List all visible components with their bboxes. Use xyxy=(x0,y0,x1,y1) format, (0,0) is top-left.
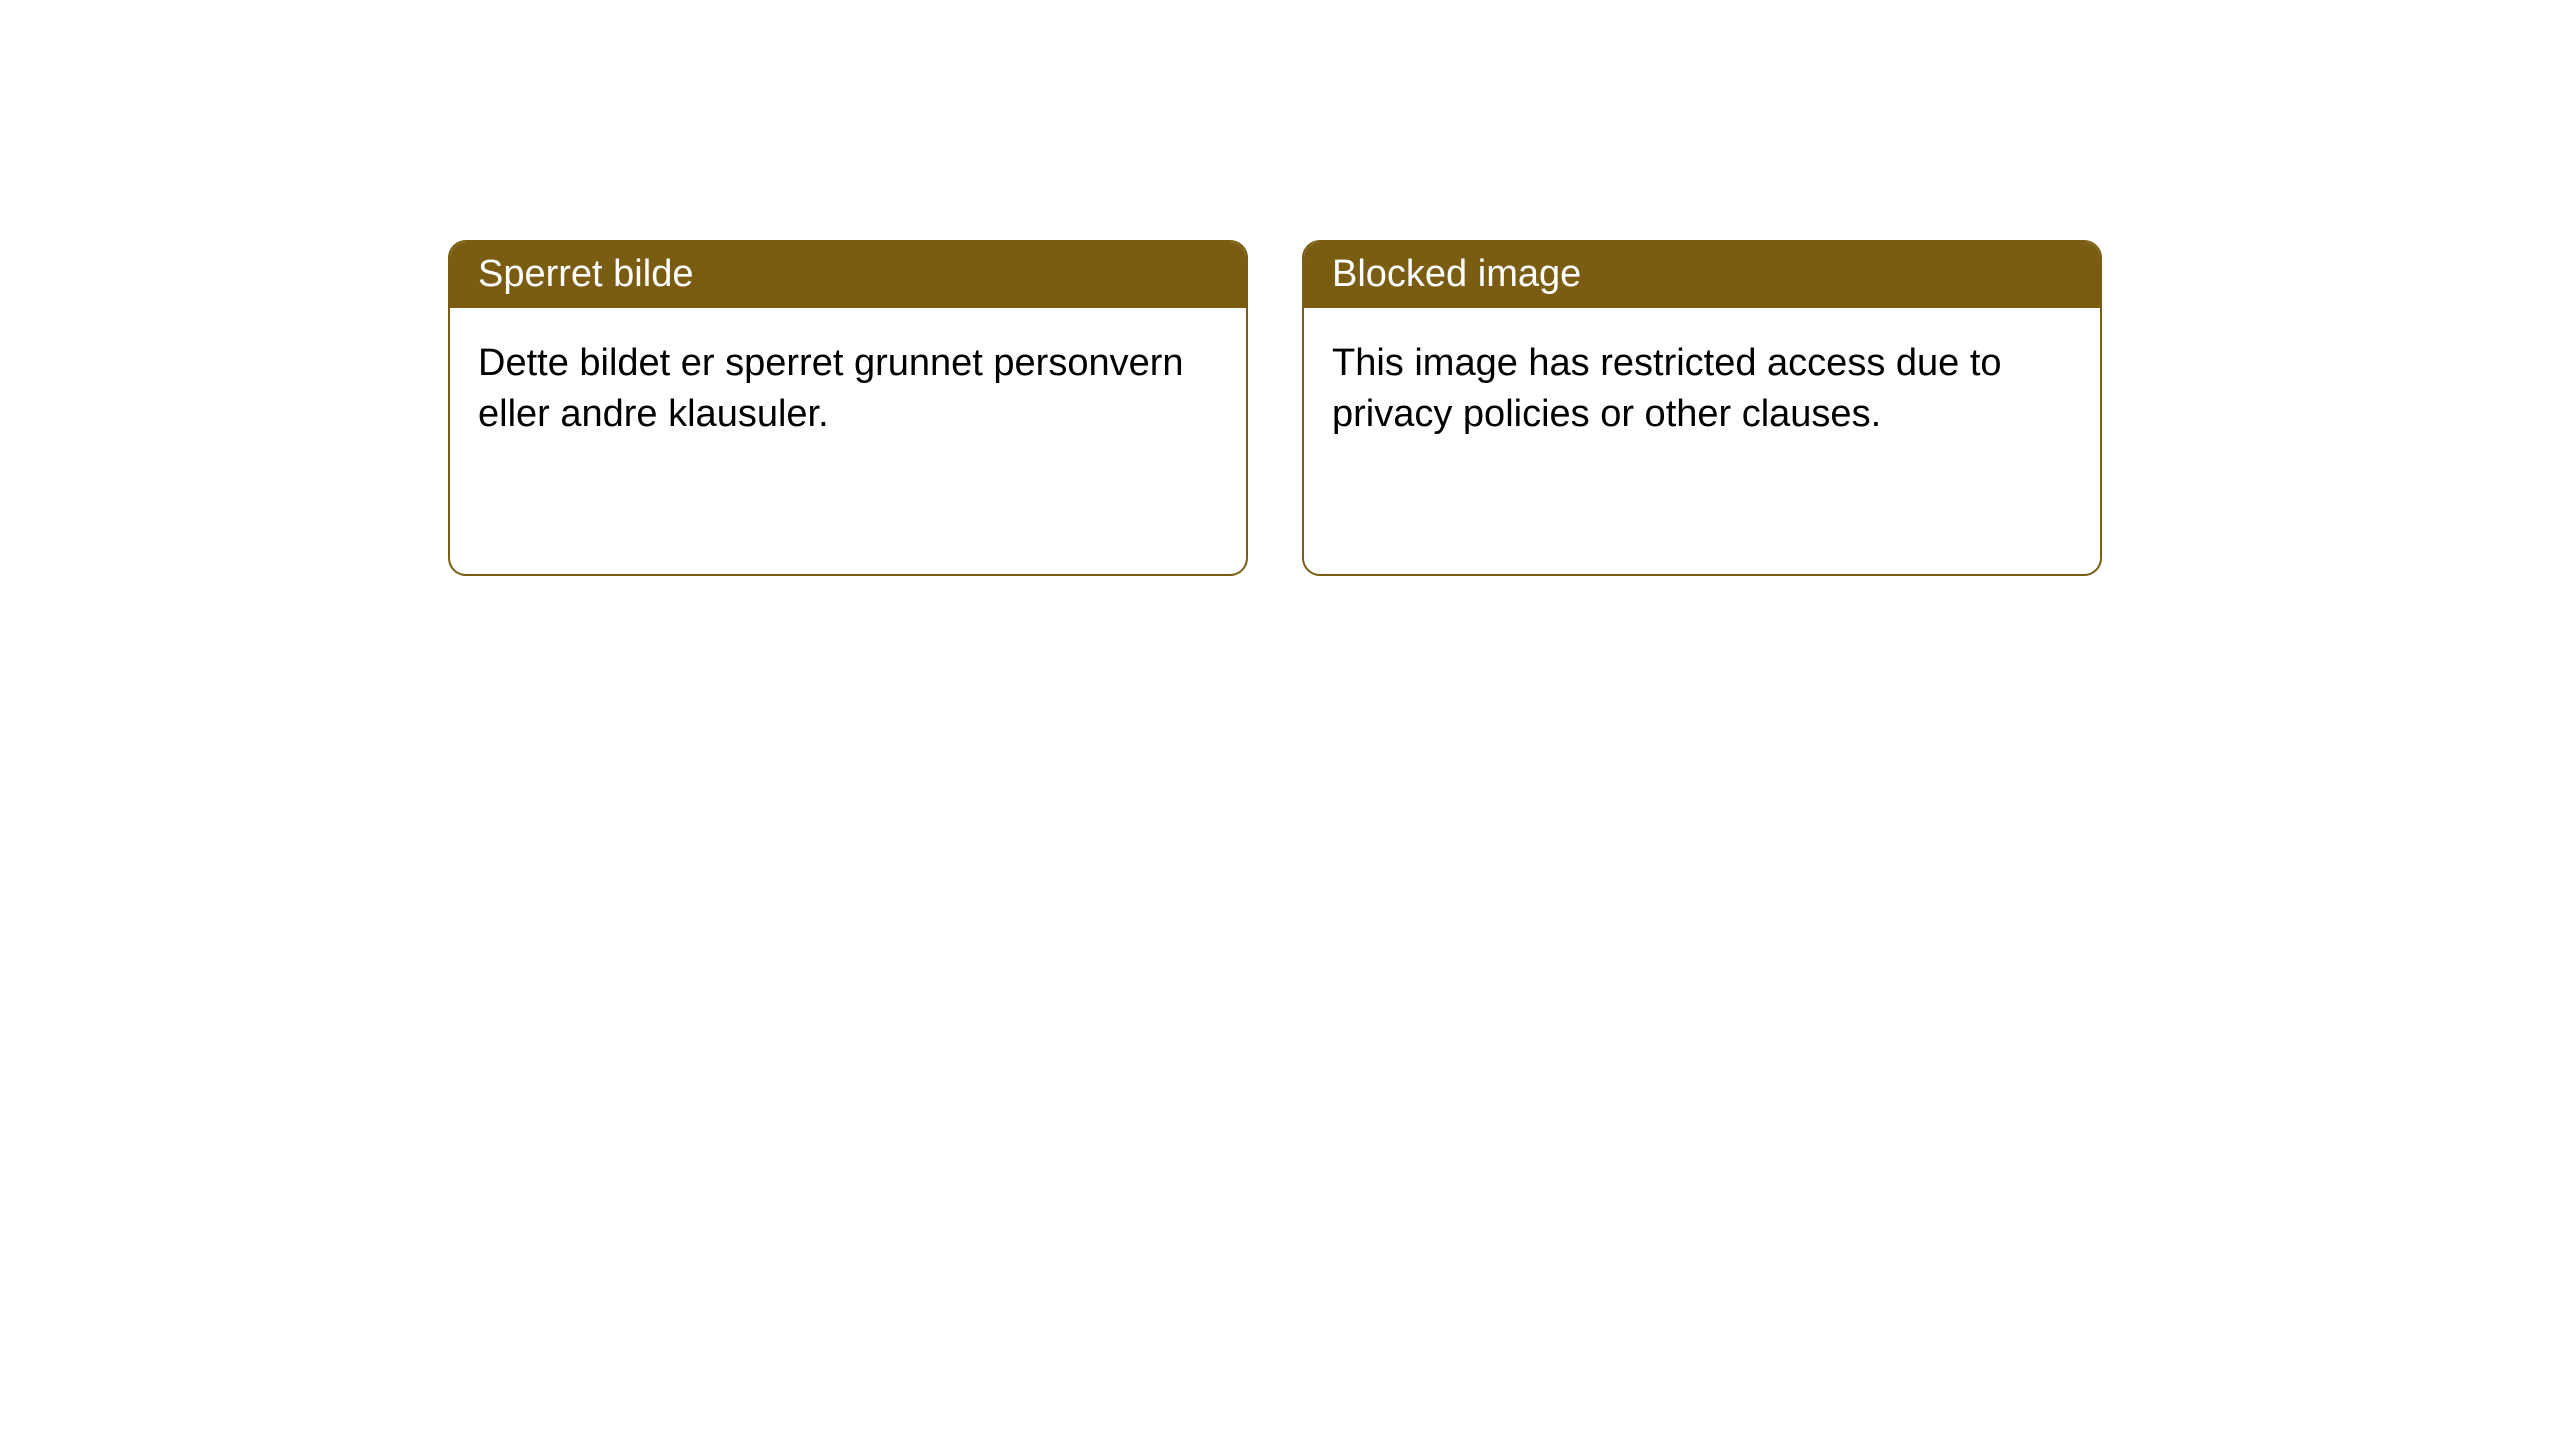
notice-text-english: This image has restricted access due to … xyxy=(1332,342,2002,435)
notice-body-norwegian: Dette bildet er sperret grunnet personve… xyxy=(450,308,1246,471)
notice-header-english: Blocked image xyxy=(1304,242,2100,308)
notice-header-norwegian: Sperret bilde xyxy=(450,242,1246,308)
notice-text-norwegian: Dette bildet er sperret grunnet personve… xyxy=(478,342,1184,435)
notice-body-english: This image has restricted access due to … xyxy=(1304,308,2100,471)
notice-title-norwegian: Sperret bilde xyxy=(478,253,693,295)
notice-title-english: Blocked image xyxy=(1332,253,1581,295)
notice-container: Sperret bilde Dette bildet er sperret gr… xyxy=(448,240,2102,576)
notice-box-norwegian: Sperret bilde Dette bildet er sperret gr… xyxy=(448,240,1248,576)
notice-box-english: Blocked image This image has restricted … xyxy=(1302,240,2102,576)
